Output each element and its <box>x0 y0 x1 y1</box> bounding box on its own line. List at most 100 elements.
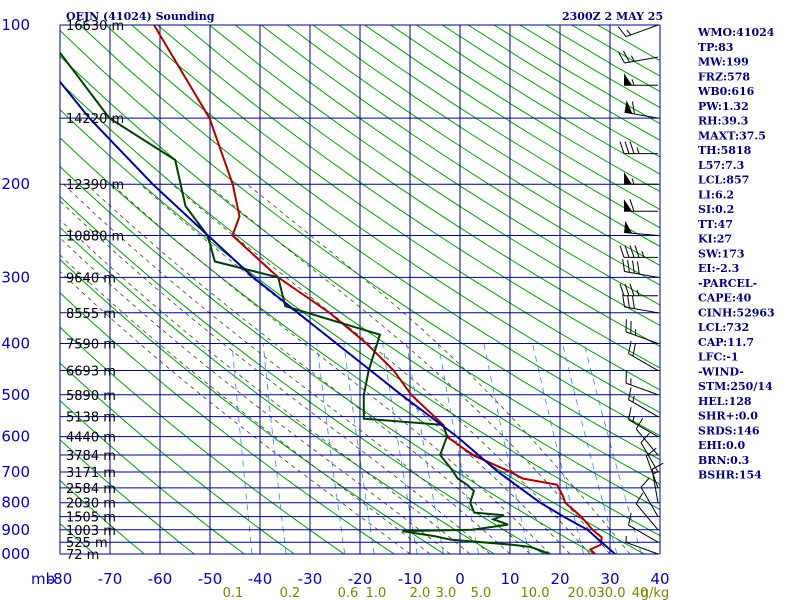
wind-barb-full <box>627 295 630 308</box>
wind-barb-full <box>619 283 625 296</box>
height-label: 6693 m <box>66 365 116 380</box>
wind-barb-full <box>629 245 635 258</box>
wind-barb <box>622 294 659 314</box>
index-item: MAXT:37.5 <box>698 129 766 142</box>
wind-barb-staff <box>625 382 659 396</box>
wind-barb <box>624 73 658 86</box>
index-item: STM:250/14 <box>698 380 773 393</box>
wind-barb-full <box>622 258 626 272</box>
wind-barb <box>635 417 659 456</box>
dewpoint-line <box>60 51 551 554</box>
wind-barb-flag <box>624 100 633 114</box>
temperature-tick-label: -80 <box>48 570 73 588</box>
axis-labels: 100200300400500600700800900100016630 m14… <box>0 16 670 600</box>
wind-barb-staff <box>628 419 659 438</box>
wind-barb-staff <box>624 56 659 64</box>
wind-barb <box>625 319 659 344</box>
index-item: CINH:52963 <box>698 306 775 319</box>
wind-barb <box>625 370 659 396</box>
height-label: 1505 m <box>66 511 116 526</box>
temperature-tick-label: -40 <box>248 570 273 588</box>
height-label: 2030 m <box>66 497 116 512</box>
height-label: 5138 m <box>66 411 116 426</box>
index-item: TH:5818 <box>698 144 752 157</box>
wind-barb-full <box>618 51 625 64</box>
index-item: SRDS:146 <box>698 424 760 437</box>
index-item: SI:0.2 <box>698 203 734 216</box>
index-item: EI:-2.3 <box>698 262 739 275</box>
wind-barb-half <box>636 289 640 296</box>
height-label: 10880 m <box>66 230 124 245</box>
wind-barb-full <box>651 462 664 470</box>
temperature-tick-label: -30 <box>298 570 323 588</box>
pressure-tick-label: 1000 <box>0 545 30 563</box>
index-item: TP:83 <box>698 41 733 54</box>
wind-barb-staff <box>624 306 659 314</box>
wind-barb-full <box>622 294 626 307</box>
wind-barb-half <box>641 251 645 258</box>
temperature-line <box>153 25 603 554</box>
wind-barb-staff <box>625 24 659 38</box>
wind-barb-half <box>631 178 635 185</box>
index-item: PW:1.32 <box>698 100 749 113</box>
wind-barb-staff <box>651 469 659 503</box>
wind-barb-full <box>629 283 635 296</box>
wind-barb <box>619 245 658 258</box>
index-item: BSHR:154 <box>698 469 762 482</box>
moist-adiabat <box>63 183 511 554</box>
mixing-ratio-label: 0.2 <box>280 586 301 600</box>
index-item: HEL:128 <box>698 395 752 408</box>
temperature-tick-label: -20 <box>348 570 373 588</box>
wind-barb <box>617 24 659 38</box>
temperature-tick-label: 0 <box>455 570 465 588</box>
wind-barb-staff <box>635 428 659 456</box>
wind-barb-full <box>624 141 630 154</box>
wind-barb-flag <box>624 73 632 86</box>
wind-barb <box>625 536 659 555</box>
wind-barb-full <box>632 101 635 115</box>
pressure-tick-label: 300 <box>1 268 30 286</box>
wind-barb-staff <box>624 271 659 278</box>
wind-barb <box>628 407 659 438</box>
wind-barb <box>619 283 658 297</box>
wind-barb-half <box>636 147 640 154</box>
wind-barb-full <box>627 259 630 273</box>
temperature-tick-label: -60 <box>148 570 173 588</box>
wind-barb-half <box>632 415 635 423</box>
wind-barb-full <box>628 512 632 526</box>
index-item: LFC:-1 <box>698 351 739 364</box>
wind-barb-full <box>619 245 625 258</box>
index-item: FRZ:578 <box>698 70 750 83</box>
mixing-ratio-label: 10.0 <box>521 586 550 600</box>
wind-barb-half <box>652 470 659 475</box>
wind-barb-full <box>624 245 630 258</box>
wind-barb <box>624 172 658 185</box>
mixing-ratio-label: 1.0 <box>366 586 387 600</box>
wind-barb <box>624 220 659 237</box>
index-item: EHI:0.0 <box>698 439 745 452</box>
mixing-ratio-label: 0.6 <box>338 586 359 600</box>
wind-barb-full <box>628 407 632 420</box>
station-title: OEJN (41024) Sounding <box>66 10 215 23</box>
wind-barb-full <box>624 283 630 296</box>
wind-barb-full <box>629 141 635 154</box>
temperature-tick-label: 20 <box>550 570 569 588</box>
height-label: 8555 m <box>66 307 116 322</box>
moist-adiabat <box>207 183 611 554</box>
wind-barb-full <box>635 492 644 505</box>
temperature-tick-label: -50 <box>198 570 223 588</box>
wind-barb-full <box>622 50 630 63</box>
wind-barb-staff <box>628 399 659 418</box>
pressure-tick-label: 600 <box>1 428 30 446</box>
mixing-ratio-label: 30.0 <box>597 586 626 600</box>
wind-barb-full <box>619 141 625 154</box>
wind-barb-full <box>646 447 657 457</box>
wind-barb-staff <box>625 541 659 555</box>
pressure-tick-label: 700 <box>1 463 30 481</box>
index-item: -WIND- <box>698 365 744 378</box>
wind-barb <box>628 341 659 371</box>
height-label: 72 m <box>66 548 99 563</box>
wind-barbs <box>617 24 664 555</box>
sounding-time: 2300Z 2 MAY 25 <box>562 10 663 23</box>
wind-barb-full <box>629 199 635 212</box>
